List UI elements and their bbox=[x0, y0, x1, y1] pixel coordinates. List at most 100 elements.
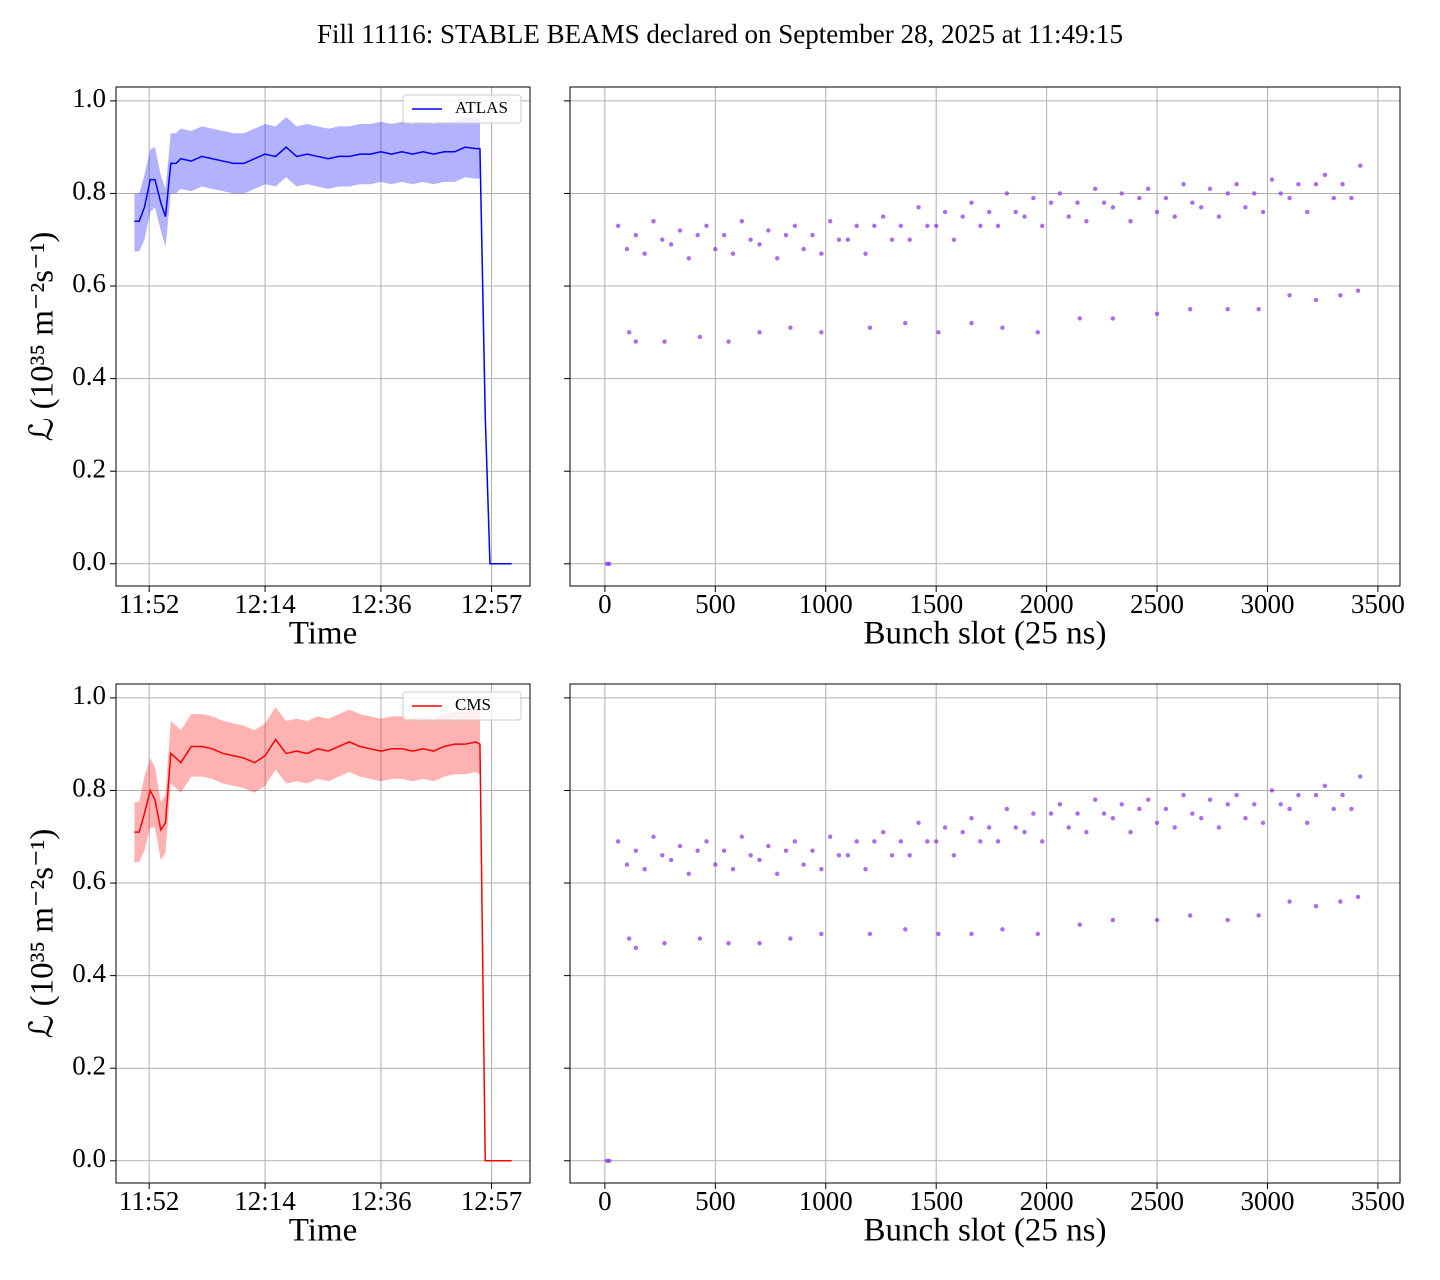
x-tick-label: 500 bbox=[695, 1186, 736, 1216]
axes-frame bbox=[115, 86, 531, 587]
scatter-point bbox=[1322, 783, 1328, 789]
scatter-point bbox=[969, 816, 974, 821]
scatter-point bbox=[1305, 820, 1310, 826]
scatter-point bbox=[633, 232, 639, 238]
scatter-point bbox=[1119, 191, 1124, 196]
scatter-point bbox=[695, 848, 700, 853]
y-tick-label: 0.2 bbox=[72, 1050, 106, 1080]
scatter-point bbox=[942, 825, 948, 830]
scatter-point bbox=[951, 853, 957, 858]
scatter-point bbox=[633, 339, 639, 344]
scatter-point bbox=[1119, 802, 1124, 807]
scatter-point bbox=[1349, 806, 1354, 812]
scatter-point bbox=[1190, 200, 1195, 205]
scatter-point bbox=[1031, 195, 1036, 201]
scatter-point bbox=[662, 339, 667, 344]
line bbox=[134, 146, 512, 565]
x-tick-label: 500 bbox=[695, 589, 736, 619]
y-tick-label: 0.4 bbox=[72, 361, 106, 391]
scatter-point bbox=[845, 237, 851, 242]
scatter-point bbox=[1066, 825, 1071, 830]
y-tick-label: 1.0 bbox=[72, 83, 106, 113]
scatter-point bbox=[960, 829, 965, 835]
scatter-point bbox=[1128, 829, 1133, 835]
scatter-point bbox=[903, 320, 908, 326]
scatter-point bbox=[1234, 792, 1239, 798]
scatter-point bbox=[788, 936, 793, 941]
scatter-point bbox=[788, 325, 793, 330]
scatter-point bbox=[867, 931, 873, 937]
scatter-point bbox=[1216, 214, 1222, 219]
scatter-point bbox=[951, 237, 957, 242]
scatter-point bbox=[1331, 195, 1336, 201]
y-tick-label: 0.2 bbox=[72, 453, 106, 483]
scatter-point bbox=[757, 857, 762, 863]
scatter-point bbox=[916, 205, 921, 210]
x-tick-label: 11:52 bbox=[119, 589, 180, 619]
scatter-point bbox=[662, 941, 667, 946]
x-tick-label: 2000 bbox=[1020, 1186, 1074, 1216]
scatter-point bbox=[774, 256, 780, 261]
legend-label: CMS bbox=[455, 695, 491, 714]
scatter-point bbox=[819, 251, 824, 256]
scatter-point bbox=[1331, 806, 1336, 812]
x-tick-label: 2000 bbox=[1020, 589, 1074, 619]
scatter-point bbox=[1287, 195, 1292, 201]
y-tick-label: 0.8 bbox=[72, 176, 106, 206]
scatter-point bbox=[651, 834, 656, 839]
scatter-point bbox=[936, 931, 941, 937]
subplot: 11:52 12:14 12:36 12:57 0.0 0.2 0.4 0.6 0.8 1.0 AT… bbox=[25, 83, 531, 652]
scatter-point bbox=[607, 561, 612, 566]
scatter-point bbox=[633, 945, 639, 951]
scatter-point bbox=[1190, 811, 1195, 816]
scatter-point bbox=[1313, 903, 1319, 909]
scatter-point bbox=[730, 251, 736, 256]
scatter-point bbox=[1340, 792, 1345, 798]
scatter-point bbox=[1187, 913, 1193, 918]
scatter-point bbox=[827, 219, 833, 224]
scatter-point bbox=[774, 871, 780, 876]
scatter-point bbox=[801, 862, 806, 867]
scatter-point bbox=[1269, 788, 1275, 793]
scatter-point bbox=[845, 853, 851, 858]
scatter-point bbox=[1077, 316, 1082, 321]
scatter-point bbox=[889, 237, 895, 242]
scatter-point bbox=[1057, 191, 1063, 196]
scatter-point bbox=[1243, 205, 1248, 210]
scatter-point bbox=[819, 330, 824, 335]
scatter-point bbox=[624, 862, 630, 867]
scatter-point bbox=[1355, 894, 1361, 900]
scatter-point bbox=[1225, 191, 1230, 196]
scatter-point bbox=[1048, 811, 1054, 816]
scatter-point bbox=[898, 839, 904, 844]
scatter-point bbox=[1338, 293, 1343, 298]
scatter-point bbox=[907, 853, 912, 858]
scatter-point bbox=[936, 330, 941, 335]
scatter-point bbox=[730, 866, 736, 872]
scatter-point bbox=[810, 848, 815, 853]
scatter-point bbox=[1075, 811, 1080, 816]
x-tick-label: 0 bbox=[598, 1186, 612, 1216]
legend-box bbox=[402, 94, 522, 124]
scatter-point bbox=[615, 839, 621, 844]
scatter-point bbox=[1110, 205, 1116, 210]
line bbox=[134, 738, 512, 1162]
x-tick-label: 12:57 bbox=[461, 1186, 523, 1216]
scatter-point bbox=[903, 927, 908, 932]
subplot: 0 500 1000 1500 2000 2500 3000 3500 Bunch slot (… bbox=[564, 86, 1405, 652]
scatter-point bbox=[766, 843, 771, 849]
y-tick-label: 0.6 bbox=[72, 865, 106, 895]
x-tick-label: 12:36 bbox=[350, 1186, 412, 1216]
scatter-point bbox=[898, 223, 904, 229]
x-tick-label: 1500 bbox=[909, 589, 963, 619]
scatter-point bbox=[1207, 797, 1213, 802]
scatter-point bbox=[624, 246, 630, 252]
scatter-point bbox=[995, 839, 1001, 844]
scatter-point bbox=[1154, 820, 1160, 826]
scatter-point bbox=[1110, 816, 1116, 821]
scatter-point bbox=[1057, 802, 1063, 807]
scatter-point bbox=[697, 936, 703, 941]
scatter-point bbox=[925, 223, 930, 229]
